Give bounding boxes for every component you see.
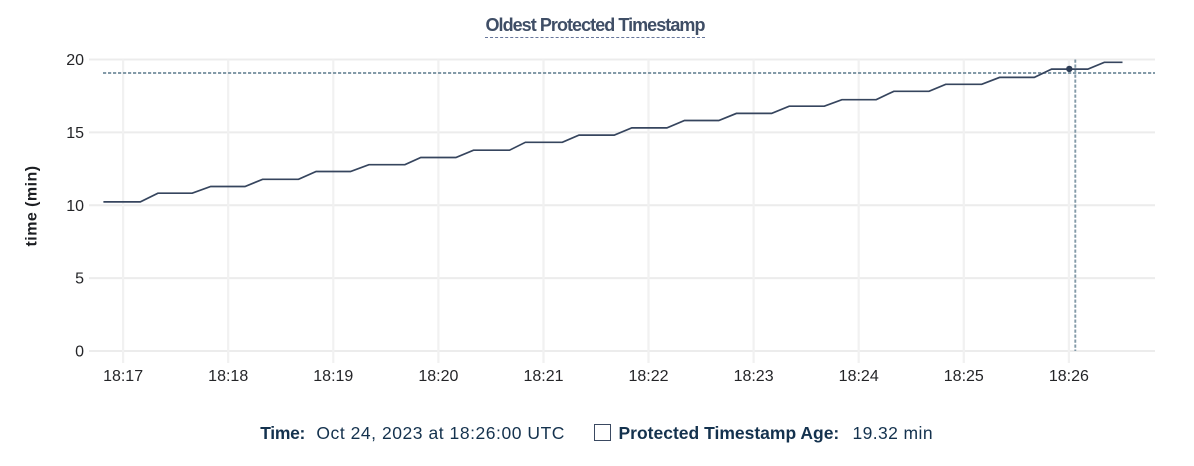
svg-text:18:18: 18:18 xyxy=(208,368,248,385)
svg-text:18:23: 18:23 xyxy=(734,368,774,385)
svg-text:18:21: 18:21 xyxy=(523,368,563,385)
svg-text:time (min): time (min) xyxy=(24,166,41,247)
svg-text:0: 0 xyxy=(75,344,84,361)
svg-text:18:17: 18:17 xyxy=(103,368,143,385)
svg-text:18:26: 18:26 xyxy=(1049,368,1089,385)
svg-text:5: 5 xyxy=(75,271,84,288)
svg-text:18:19: 18:19 xyxy=(313,368,353,385)
svg-text:20: 20 xyxy=(66,52,84,69)
svg-text:10: 10 xyxy=(66,198,84,215)
svg-text:18:22: 18:22 xyxy=(628,368,668,385)
svg-text:18:25: 18:25 xyxy=(944,368,984,385)
svg-text:18:24: 18:24 xyxy=(839,368,879,385)
svg-text:15: 15 xyxy=(66,125,84,142)
svg-text:18:20: 18:20 xyxy=(418,368,458,385)
